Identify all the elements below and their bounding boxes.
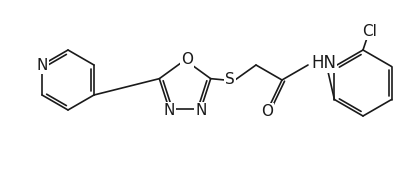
Text: HN: HN (311, 54, 336, 72)
Text: N: N (195, 103, 206, 118)
Text: N: N (164, 103, 175, 118)
Text: Cl: Cl (363, 24, 377, 39)
Text: N: N (36, 57, 48, 72)
Text: O: O (261, 104, 273, 120)
Text: S: S (225, 72, 235, 88)
Text: O: O (181, 52, 193, 66)
